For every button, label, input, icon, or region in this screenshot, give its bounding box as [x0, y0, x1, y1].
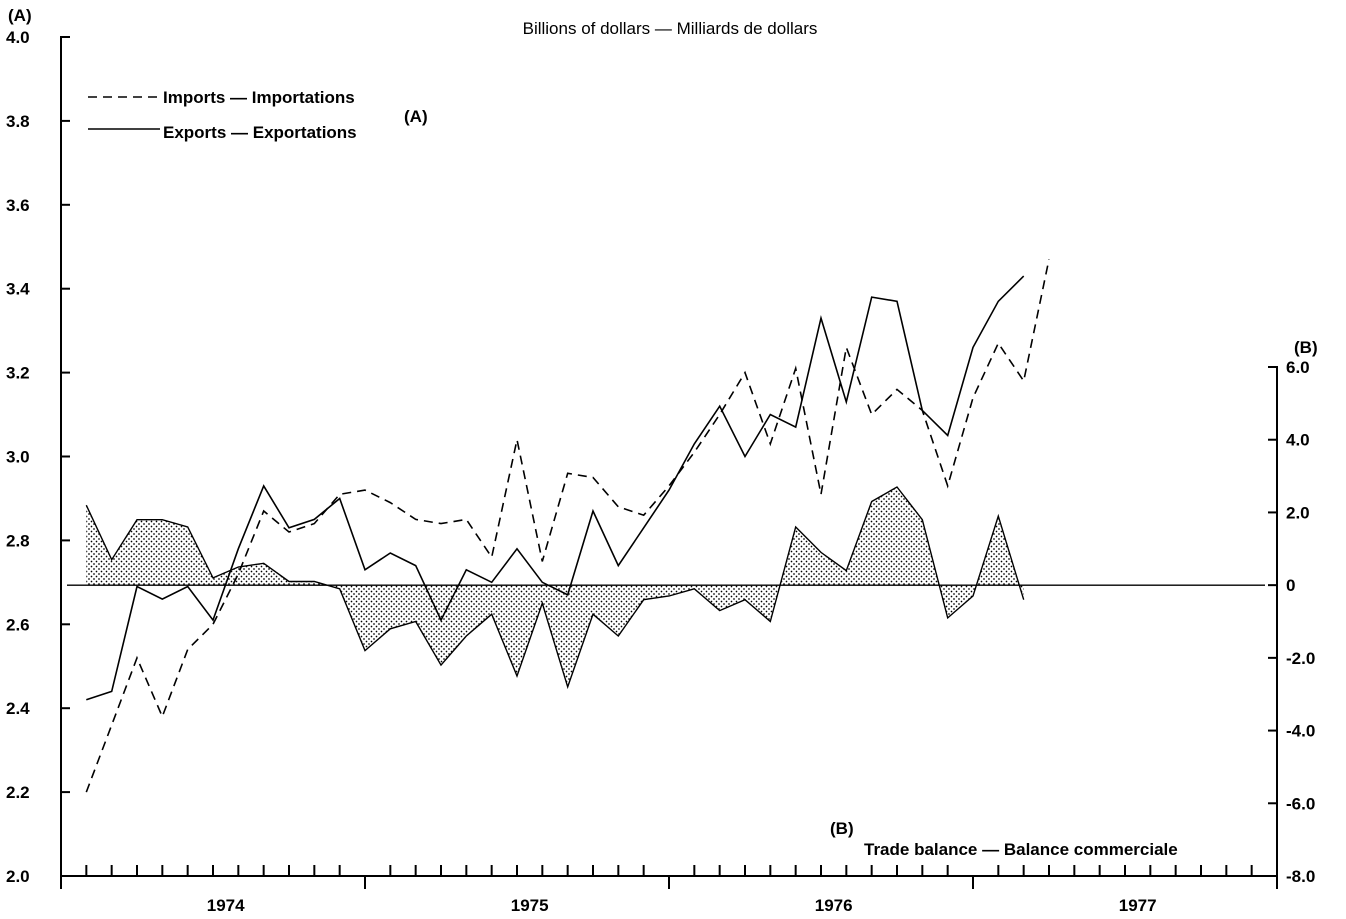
chart-title: Billions of dollars — Milliards de dolla… [523, 19, 818, 38]
left-tick-label: 2.2 [6, 783, 30, 802]
right-tick-label: 4.0 [1286, 431, 1310, 450]
imports-series-line [85, 259, 1050, 793]
right-tick-label: -2.0 [1286, 649, 1315, 668]
x-year-label: 1977 [1119, 896, 1157, 915]
left-tick-label: 3.8 [6, 112, 30, 131]
balance-annotation-text: Trade balance — Balance commerciale [864, 840, 1178, 859]
right-tick-label: 2.0 [1286, 503, 1310, 522]
legend-imports-label: Imports — Importations [163, 88, 355, 107]
right-axis-ticks: 6.0 4.0 2.0 0 -2.0 -4.0 -6.0 -8.0 [1268, 358, 1315, 886]
right-tick-label: 0 [1286, 576, 1295, 595]
legend-axis-marker: (A) [404, 107, 428, 126]
left-tick-label: 2.0 [6, 867, 30, 886]
left-tick-label: 2.8 [6, 531, 30, 550]
x-year-label: 1974 [207, 896, 245, 915]
x-year-label: 1975 [511, 896, 549, 915]
left-tick-label: 4.0 [6, 28, 30, 47]
left-axis-label: (A) [8, 6, 32, 25]
left-tick-label: 3.6 [6, 196, 30, 215]
left-tick-label: 3.4 [6, 280, 30, 299]
trade-balance-line [85, 486, 1025, 690]
left-tick-label: 3.2 [6, 364, 30, 383]
left-tick-label: 3.0 [6, 448, 30, 467]
right-tick-label: 6.0 [1286, 358, 1310, 377]
right-tick-label: -8.0 [1286, 867, 1315, 886]
right-tick-label: -6.0 [1286, 794, 1315, 813]
x-axis-ticks: 1974 1975 1976 1977 [60, 865, 1278, 915]
right-axis-label: (B) [1294, 338, 1318, 357]
legend: Imports — Importations Exports — Exporta… [88, 88, 428, 142]
legend-exports-label: Exports — Exportations [163, 123, 357, 142]
left-tick-label: 2.6 [6, 615, 30, 634]
exports-series-line [86, 275, 1025, 701]
x-year-label: 1976 [815, 896, 853, 915]
trade-balance-area [86, 487, 1024, 687]
left-tick-label: 2.4 [6, 699, 30, 718]
balance-annotation-label: (B) [830, 819, 854, 838]
trade-balance-layer [67, 486, 1265, 690]
right-tick-label: -4.0 [1286, 722, 1315, 741]
left-axis-ticks: 4.0 3.8 3.6 3.4 3.2 3.0 2.8 2.6 2.4 2.2 2.0 [6, 28, 70, 886]
